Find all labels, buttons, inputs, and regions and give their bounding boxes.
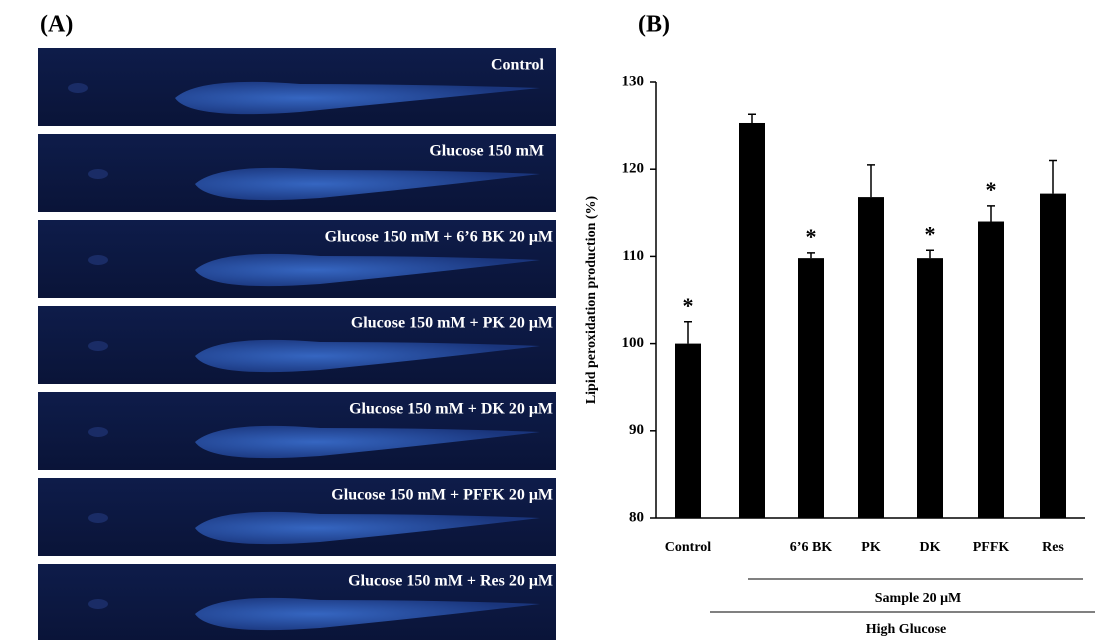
panel-label: (A) bbox=[40, 12, 73, 38]
y-tick-label: 120 bbox=[622, 161, 645, 177]
group-label: Sample 20 μM bbox=[875, 591, 962, 606]
bar bbox=[978, 221, 1004, 518]
x-tick-label: DK bbox=[920, 540, 941, 555]
error-bar bbox=[684, 321, 692, 344]
image-caption: Glucose 150 mM + 6’6 BK 20 μM bbox=[325, 229, 553, 246]
bar bbox=[798, 258, 824, 518]
panel-label: (B) bbox=[638, 12, 670, 38]
significance-marker: * bbox=[806, 224, 817, 249]
group-label: High Glucose bbox=[866, 622, 947, 637]
bar bbox=[917, 258, 943, 518]
x-tick-label: PK bbox=[861, 540, 881, 555]
larva bbox=[195, 253, 540, 287]
y-tick-label: 100 bbox=[622, 335, 645, 351]
bar bbox=[739, 122, 765, 518]
larva bbox=[195, 339, 540, 373]
y-tick-label: 90 bbox=[629, 422, 644, 438]
y-tick-label: 80 bbox=[629, 509, 644, 525]
eye bbox=[88, 427, 108, 437]
significance-marker: * bbox=[925, 221, 936, 246]
bar bbox=[675, 343, 701, 518]
image-caption: Glucose 150 mM + Res 20 μM bbox=[348, 573, 553, 590]
larva bbox=[195, 167, 540, 201]
image-caption: Glucose 150 mM bbox=[429, 143, 544, 160]
x-tick-label: PFFK bbox=[973, 540, 1010, 555]
error-bar bbox=[748, 113, 756, 123]
eye bbox=[88, 169, 108, 179]
error-bar bbox=[1049, 159, 1057, 194]
x-tick-label: Res bbox=[1042, 540, 1064, 555]
eye bbox=[88, 599, 108, 609]
larva bbox=[195, 597, 540, 631]
eye bbox=[88, 341, 108, 351]
bar bbox=[858, 197, 884, 518]
y-tick-label: 130 bbox=[622, 73, 645, 89]
larva bbox=[175, 81, 540, 115]
y-tick-label: 110 bbox=[622, 248, 644, 264]
error-bar bbox=[926, 249, 934, 259]
x-tick-label: 6’6 BK bbox=[790, 540, 833, 555]
image-caption: Control bbox=[491, 57, 545, 74]
significance-marker: * bbox=[683, 293, 694, 318]
image-caption: Glucose 150 mM + PFFK 20 μM bbox=[331, 487, 553, 504]
eye bbox=[68, 83, 88, 93]
eye bbox=[88, 255, 108, 265]
error-bar bbox=[807, 252, 815, 259]
error-bar bbox=[867, 164, 875, 198]
eye bbox=[88, 513, 108, 523]
image-caption: Glucose 150 mM + PK 20 μM bbox=[351, 315, 553, 332]
error-bar bbox=[987, 205, 995, 222]
significance-marker: * bbox=[986, 177, 997, 202]
larva bbox=[195, 511, 540, 545]
larva bbox=[195, 425, 540, 459]
y-axis-label: Lipid peroxidation production (%) bbox=[584, 195, 599, 404]
bar bbox=[1040, 193, 1066, 518]
image-caption: Glucose 150 mM + DK 20 μM bbox=[349, 401, 553, 418]
x-tick-label: Control bbox=[665, 540, 712, 555]
